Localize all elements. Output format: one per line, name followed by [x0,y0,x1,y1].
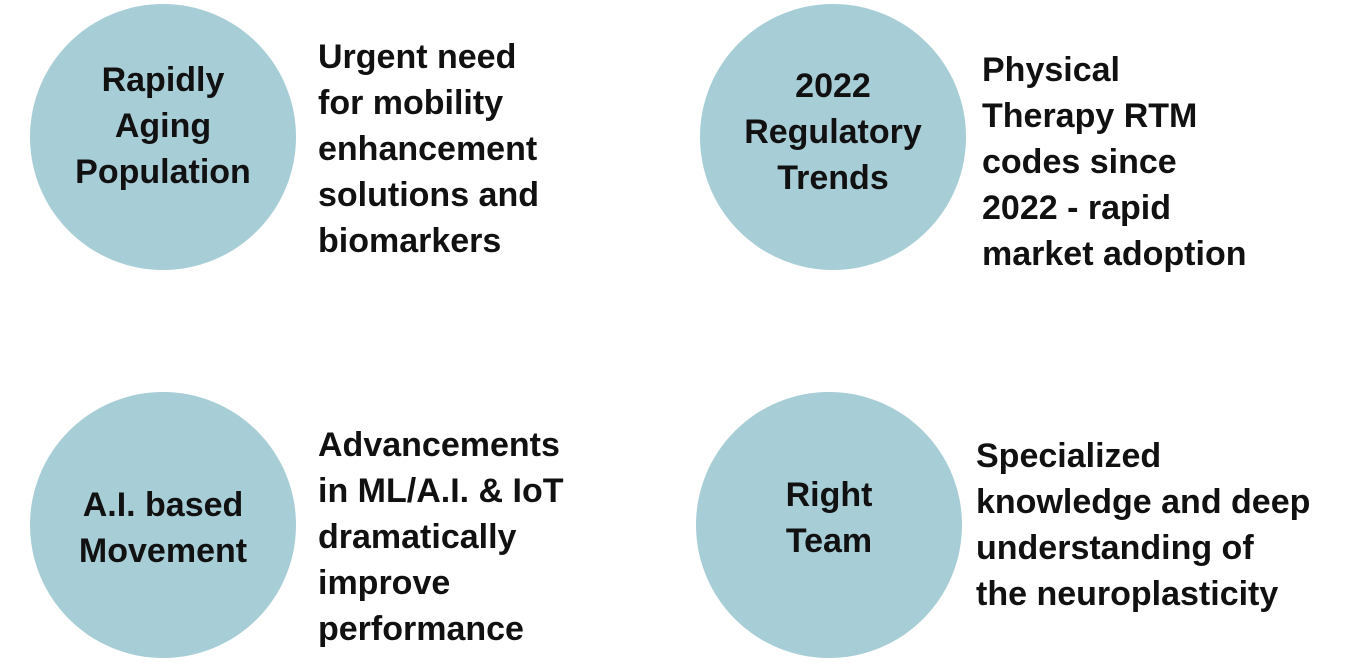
topic-label: 2022 [795,67,871,105]
topic-label: Aging [115,107,211,145]
topic-description: the neuroplasticity [976,575,1278,613]
topic-description: dramatically [318,518,517,556]
topic-description: codes since [982,143,1177,181]
topic-circle [700,4,966,270]
topic-label: Movement [79,532,247,570]
topic-label: Rapidly [102,61,225,99]
topic-label: Regulatory [744,113,922,151]
topic-label: Population [75,153,251,191]
topic-description: for mobility [318,84,503,122]
topic-description: biomarkers [318,222,501,260]
topic-description: Urgent need [318,38,516,76]
topic-description: enhancement [318,130,537,168]
topic-circle [30,392,296,658]
topic-label: A.I. based [83,486,244,524]
topic-description: Advancements [318,426,560,464]
topic-description: knowledge and deep [976,483,1310,521]
topic-description: understanding of [976,529,1254,567]
topic-label: Team [786,522,872,560]
topic-description: improve [318,564,450,602]
topic-description: performance [318,610,524,648]
topic-description: Specialized [976,437,1161,475]
topic-circle [30,4,296,270]
topic-description: market adoption [982,235,1246,273]
topic-description: in ML/A.I. & IoT [318,472,564,510]
topic-label: Right [786,476,873,514]
topic-label: Trends [777,159,888,197]
topic-description: 2022 - rapid [982,189,1171,227]
topic-description: Physical [982,51,1120,89]
topic-description: Therapy RTM [982,97,1197,135]
topic-circle [696,392,962,658]
topic-description: solutions and [318,176,539,214]
